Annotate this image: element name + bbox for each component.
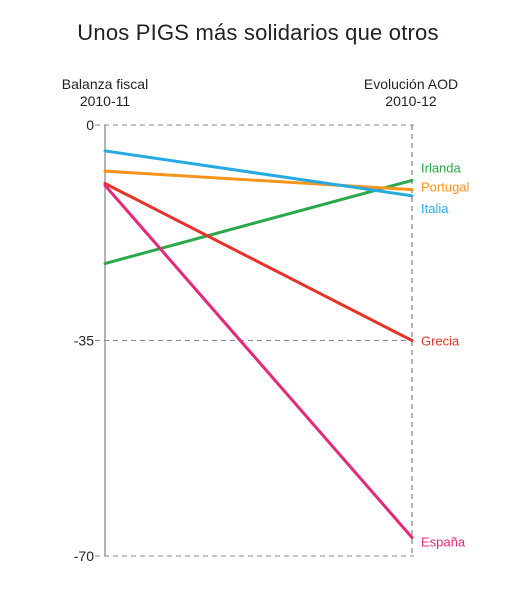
series-line bbox=[103, 169, 414, 192]
series-label: Grecia bbox=[421, 334, 460, 349]
left-axis-label-line1: Balanza fiscal bbox=[61, 76, 149, 92]
y-tick-label: -70 bbox=[74, 548, 94, 564]
series-lines bbox=[103, 149, 414, 540]
series-label: Italia bbox=[421, 201, 449, 216]
series-line bbox=[103, 178, 414, 266]
series-label: Portugal bbox=[421, 180, 470, 195]
series-line bbox=[103, 149, 414, 198]
series-line bbox=[103, 181, 414, 342]
series-labels: Irlanda Portugal Italia Grecia España bbox=[421, 160, 470, 549]
grid bbox=[95, 124, 414, 557]
right-axis-label-line1: Evolución AOD bbox=[363, 76, 459, 92]
y-tick-label: 0 bbox=[86, 117, 94, 133]
series-label: Irlanda bbox=[421, 160, 462, 175]
y-tick-labels: 0 -35 -70 bbox=[74, 117, 94, 564]
right-axis-label-line2: 2010-12 bbox=[385, 93, 437, 109]
y-tick-label: -35 bbox=[74, 333, 94, 349]
series-line bbox=[103, 183, 414, 540]
chart-title: Unos PIGS más solidarios que otros bbox=[77, 20, 439, 45]
left-axis-label: Balanza fiscal 2010-11 bbox=[50, 76, 160, 110]
series-label: España bbox=[421, 535, 466, 550]
right-axis-label: Evolución AOD 2010-12 bbox=[356, 76, 466, 110]
left-axis-label-line2: 2010-11 bbox=[79, 93, 131, 109]
